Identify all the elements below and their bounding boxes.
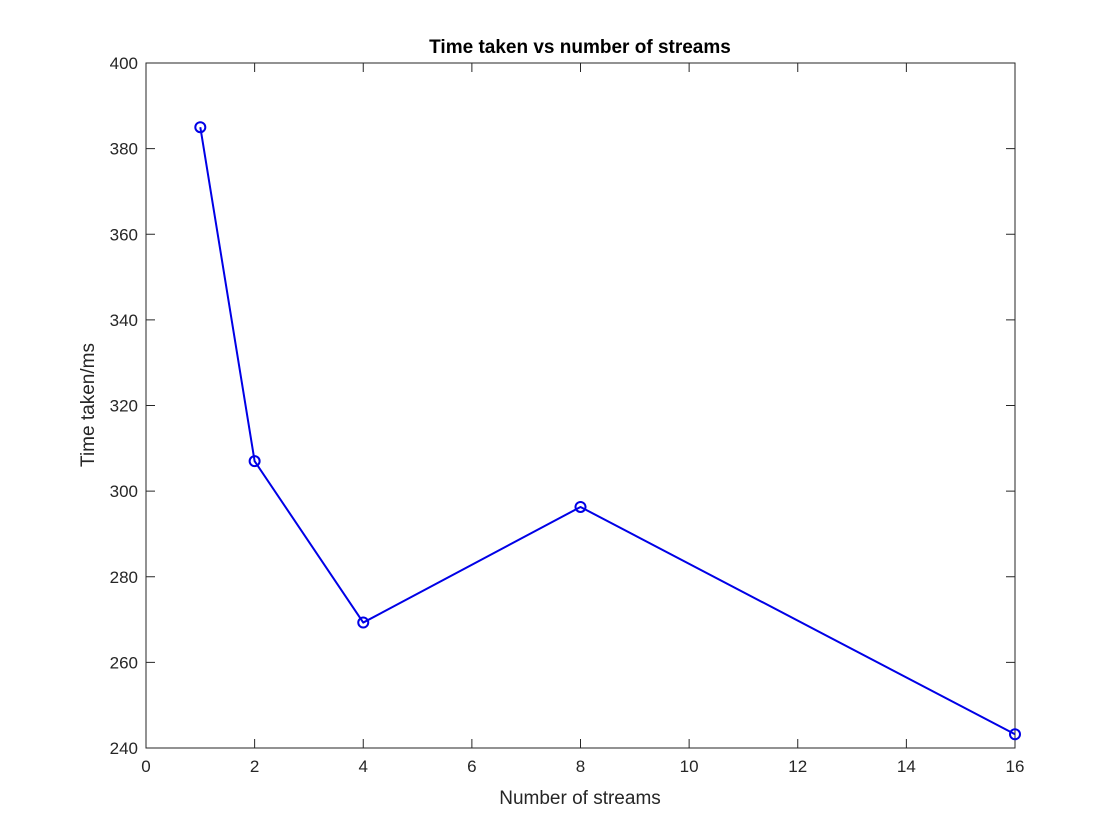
y-tick-label: 380: [110, 140, 138, 159]
x-tick-label: 2: [250, 757, 259, 776]
x-axis-ticks: 0 2 4 6 8 10 12 14 16: [141, 63, 1024, 776]
y-tick-label: 320: [110, 397, 138, 416]
x-tick-label: 12: [788, 757, 807, 776]
data-point-0-3: [574, 500, 587, 513]
series-layer: [194, 121, 1021, 741]
x-axis-label: Number of streams: [499, 788, 661, 809]
y-tick-label: 340: [110, 311, 138, 330]
y-axis-label: Time taken/ms: [78, 343, 99, 467]
data-point-0-4: [1009, 728, 1021, 741]
y-tick-label: 300: [110, 482, 138, 501]
chart-title: Time taken vs number of streams: [429, 37, 731, 58]
plot-area: [145, 62, 1016, 749]
x-tick-label: 0: [141, 757, 150, 776]
data-point-0-0: [194, 121, 207, 134]
series-line-0: [199, 127, 1016, 736]
x-tick-label: 4: [359, 757, 368, 776]
x-tick-label: 10: [680, 757, 699, 776]
x-tick-label: 14: [897, 757, 916, 776]
y-tick-label: 400: [110, 54, 138, 73]
y-tick-label: 280: [110, 568, 138, 587]
x-tick-label: 6: [467, 757, 476, 776]
y-tick-label: 260: [110, 653, 138, 672]
data-point-0-1: [248, 455, 261, 468]
x-tick-label: 8: [576, 757, 585, 776]
y-axis-ticks: 240 260 280 300 320 340 360 380 400: [110, 54, 1015, 758]
y-tick-label: 240: [110, 739, 138, 758]
x-tick-label: 16: [1006, 757, 1025, 776]
y-tick-label: 360: [110, 225, 138, 244]
data-point-0-2: [357, 616, 370, 629]
